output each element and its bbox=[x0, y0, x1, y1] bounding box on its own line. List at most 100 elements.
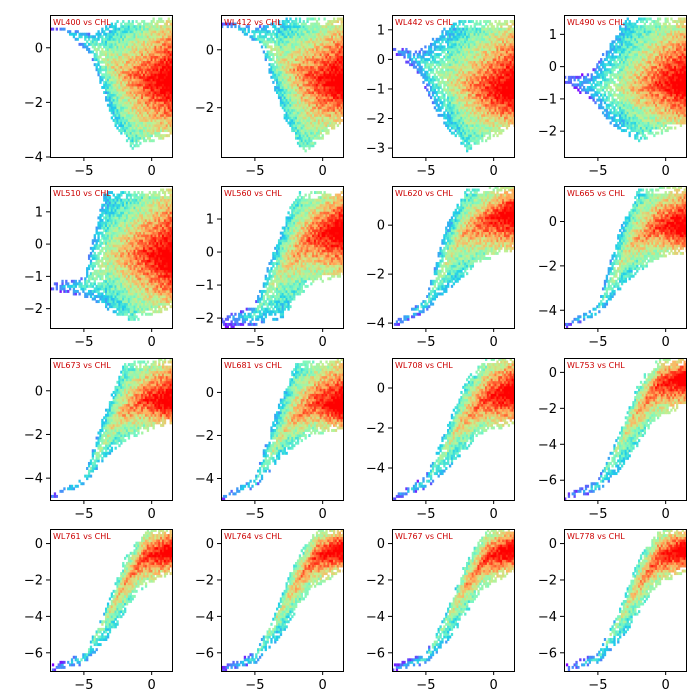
heatmap-cell bbox=[471, 47, 475, 51]
heatmap-cell bbox=[165, 134, 169, 138]
heatmap-cell bbox=[450, 75, 454, 79]
heatmap-cell bbox=[105, 42, 108, 46]
heatmap-cell bbox=[167, 63, 170, 67]
heatmap-cell bbox=[154, 35, 157, 39]
heatmap-cell bbox=[342, 40, 343, 44]
heatmap-cell bbox=[148, 70, 151, 74]
heatmap-cell bbox=[332, 50, 336, 54]
heatmap-cell bbox=[340, 30, 343, 34]
heatmap-cell bbox=[321, 63, 324, 67]
heatmap-cell bbox=[141, 126, 144, 130]
heatmap-cell bbox=[304, 37, 307, 41]
heatmap-cell bbox=[135, 68, 138, 72]
heatmap-cell bbox=[340, 111, 343, 115]
heatmap-cell bbox=[321, 65, 324, 69]
heatmap-cell bbox=[342, 17, 343, 21]
heatmap-cell bbox=[327, 35, 330, 39]
heatmap-cell bbox=[308, 25, 311, 29]
heatmap-cell bbox=[475, 68, 478, 72]
heatmap-cell bbox=[327, 124, 330, 127]
heatmap-cell bbox=[120, 91, 123, 95]
heatmap-cell bbox=[490, 73, 493, 77]
heatmap-cell bbox=[154, 83, 157, 87]
heatmap-cell bbox=[169, 116, 172, 120]
heatmap-cell bbox=[329, 50, 332, 54]
heatmap-cell bbox=[327, 103, 330, 107]
heatmap-cell bbox=[114, 80, 117, 84]
heatmap-cell bbox=[262, 37, 266, 41]
heatmap-cell bbox=[433, 91, 437, 95]
heatmap-cell bbox=[171, 32, 172, 36]
heatmap-cell bbox=[158, 27, 161, 31]
heatmap-cell bbox=[467, 63, 471, 67]
heatmap-cell bbox=[445, 106, 448, 110]
heatmap-cell bbox=[298, 91, 302, 95]
heatmap-cell bbox=[325, 91, 328, 95]
heatmap-cell bbox=[295, 70, 298, 74]
heatmap-cell bbox=[464, 136, 467, 140]
heatmap-cell bbox=[258, 40, 262, 44]
heatmap-cell bbox=[321, 121, 324, 125]
heatmap-cell bbox=[163, 126, 167, 130]
heatmap-cell bbox=[264, 40, 267, 44]
heatmap-cell bbox=[127, 86, 131, 89]
heatmap-cell bbox=[329, 108, 332, 112]
heatmap-cell bbox=[124, 25, 127, 29]
heatmap-cell bbox=[266, 42, 269, 46]
heatmap-cell bbox=[306, 131, 309, 135]
heatmap-cell bbox=[150, 131, 153, 135]
heatmap-cell bbox=[129, 88, 133, 92]
heatmap-cell bbox=[338, 35, 341, 39]
heatmap-cell bbox=[131, 47, 134, 51]
heatmap-cell bbox=[458, 40, 461, 44]
heatmap-cell bbox=[103, 65, 106, 69]
heatmap-cell bbox=[332, 30, 336, 34]
heatmap-cell bbox=[279, 83, 283, 87]
heatmap-cell bbox=[289, 50, 292, 54]
heatmap-cell bbox=[486, 83, 490, 87]
heatmap-cell bbox=[295, 37, 298, 41]
heatmap-cell bbox=[302, 121, 305, 125]
heatmap-cell bbox=[114, 37, 117, 41]
heatmap-cell bbox=[445, 88, 448, 92]
heatmap-cell bbox=[443, 55, 446, 59]
heatmap-cell bbox=[452, 68, 456, 72]
heatmap-cell bbox=[122, 30, 125, 34]
heatmap-cell bbox=[466, 50, 469, 54]
heatmap-cell bbox=[298, 129, 302, 133]
heatmap-cell bbox=[439, 35, 442, 39]
heatmap-cell bbox=[325, 58, 328, 62]
heatmap-cell bbox=[300, 91, 304, 95]
heatmap-cell bbox=[433, 58, 437, 62]
heatmap-cell bbox=[158, 121, 161, 125]
heatmap-cell bbox=[483, 37, 486, 41]
heatmap-cell bbox=[315, 126, 319, 130]
heatmap-cell bbox=[283, 37, 286, 41]
heatmap-cell bbox=[479, 134, 482, 138]
heatmap-cell bbox=[127, 96, 131, 100]
heatmap-cell bbox=[298, 80, 302, 84]
heatmap-cell bbox=[494, 129, 497, 133]
heatmap-cell bbox=[165, 118, 169, 122]
heatmap-cell bbox=[479, 30, 482, 34]
heatmap-cell bbox=[154, 129, 157, 133]
heatmap-cell bbox=[460, 96, 463, 100]
heatmap-cell bbox=[274, 47, 277, 51]
heatmap-cell bbox=[486, 68, 490, 72]
heatmap-cell bbox=[466, 103, 469, 107]
heatmap-cell bbox=[125, 70, 129, 74]
heatmap-cell bbox=[433, 73, 437, 77]
heatmap-cell bbox=[154, 91, 157, 95]
heatmap-cell bbox=[108, 45, 112, 49]
heatmap-cell bbox=[467, 96, 471, 100]
heatmap-cell bbox=[454, 47, 457, 51]
heatmap-cell bbox=[332, 111, 336, 115]
heatmap-cell bbox=[494, 91, 497, 95]
heatmap-cell bbox=[289, 53, 292, 56]
heatmap-cell bbox=[340, 83, 343, 87]
heatmap-cell bbox=[165, 63, 169, 67]
heatmap-cell bbox=[245, 25, 248, 29]
heatmap-cell bbox=[479, 124, 482, 127]
heatmap-cell bbox=[148, 55, 151, 59]
heatmap-cell bbox=[437, 55, 440, 59]
